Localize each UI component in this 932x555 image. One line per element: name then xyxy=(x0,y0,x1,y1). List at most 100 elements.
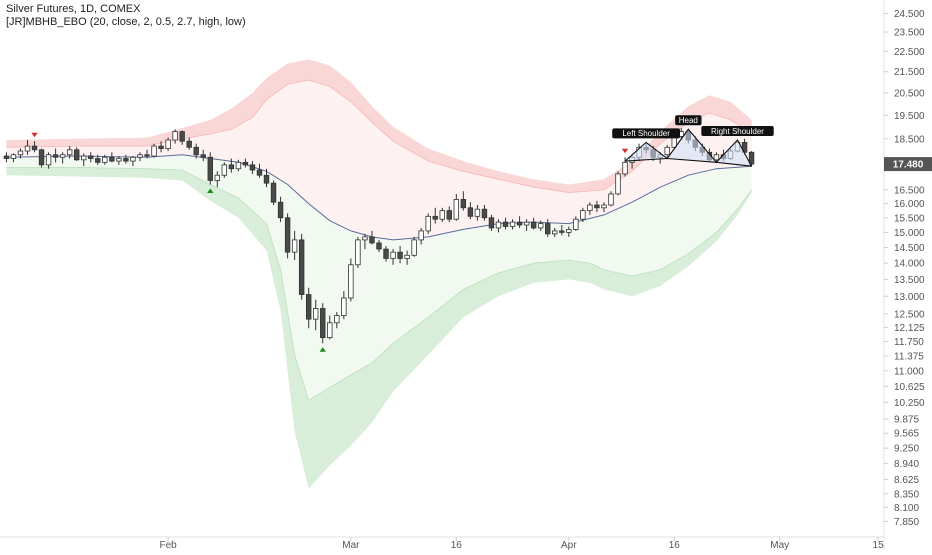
candle-down xyxy=(38,149,45,166)
buy-signal-marker xyxy=(207,188,214,193)
y-tick-label: 15.500 xyxy=(894,213,925,224)
candle-down xyxy=(207,156,213,181)
candle-up xyxy=(327,322,333,338)
pattern-label-bg xyxy=(612,128,681,139)
candle-up xyxy=(509,221,516,227)
candle-down xyxy=(277,201,284,219)
candle-up xyxy=(418,230,424,241)
candle-down xyxy=(88,155,94,159)
candle-up xyxy=(102,156,108,163)
y-tick-label: 12.500 xyxy=(894,309,925,320)
upper-band-inner-line xyxy=(6,79,752,194)
y-tick-label: 16.000 xyxy=(894,199,925,210)
candle-down xyxy=(559,230,565,233)
x-tick-label: 16 xyxy=(669,540,681,550)
y-tick-label: 24.500 xyxy=(894,9,925,20)
candle-up xyxy=(165,139,171,149)
candle-up xyxy=(59,154,66,158)
candle-up xyxy=(235,161,242,170)
candle-up xyxy=(664,146,670,156)
pattern-label: Left Shoulder xyxy=(622,129,670,138)
candle-up xyxy=(291,239,298,253)
candle-up xyxy=(66,149,73,156)
candle-up xyxy=(411,239,417,256)
x-tick-label: Mar xyxy=(342,540,360,550)
candle-down xyxy=(256,169,263,176)
candle-up xyxy=(601,204,607,209)
candle-down xyxy=(488,217,495,229)
candle-up xyxy=(130,156,136,162)
candle-down xyxy=(249,164,256,171)
y-tick-label: 10.625 xyxy=(894,382,925,393)
candle-down xyxy=(193,146,199,156)
y-tick-label: 11.000 xyxy=(894,366,924,377)
x-tick-label: May xyxy=(770,540,789,550)
candle-up xyxy=(453,199,460,220)
candle-down xyxy=(594,204,600,209)
y-tick-label: 9.565 xyxy=(894,429,919,440)
lower-band-inner-zone xyxy=(6,154,752,401)
x-tick-label: Feb xyxy=(159,540,177,550)
candle-down xyxy=(270,182,277,203)
y-tick-label: 13.000 xyxy=(894,292,925,303)
pattern-layer: Left Shoulder Head Right Shoulder xyxy=(612,115,774,167)
candle-up xyxy=(24,145,31,152)
candle-down xyxy=(123,158,129,162)
candle-down xyxy=(284,217,291,253)
pattern-label: Right Shoulder xyxy=(711,127,764,136)
y-axis[interactable]: 24.500 23.500 22.500 21.500 20.500 19.500 18.5… xyxy=(883,0,925,550)
y-tick-label: 23.500 xyxy=(894,28,925,39)
candle-down xyxy=(179,131,185,142)
sell-signal-marker xyxy=(621,148,629,154)
y-tick-label: 9.875 xyxy=(894,414,919,425)
y-tick-label: 8.100 xyxy=(894,503,919,514)
candle-up xyxy=(45,154,52,166)
candle-up xyxy=(151,145,157,157)
last-price-tag: 17.480 xyxy=(884,157,932,172)
y-tick-label: 11.375 xyxy=(894,351,924,362)
candle-down xyxy=(545,223,551,235)
candle-up xyxy=(116,158,122,162)
candle-down xyxy=(432,215,438,220)
y-tick-label: 16.500 xyxy=(894,185,925,196)
candle-down xyxy=(31,145,38,151)
buy-signal-marker xyxy=(319,347,326,352)
candle-up xyxy=(81,155,87,161)
candle-down xyxy=(52,154,59,158)
candle-down xyxy=(263,174,270,184)
y-tick-label: 14.000 xyxy=(894,259,925,270)
candle-up xyxy=(404,254,410,259)
candle-down xyxy=(298,239,305,295)
candle-down xyxy=(74,149,80,161)
candle-down xyxy=(502,221,509,227)
candle-down xyxy=(460,199,467,209)
candle-up xyxy=(172,131,178,141)
y-tick-label: 8.940 xyxy=(894,459,919,470)
candle-up xyxy=(495,221,502,229)
candle-up xyxy=(313,308,319,320)
candle-down xyxy=(305,294,312,320)
symbol-title: Silver Futures, 1D, COMEX xyxy=(6,3,141,15)
candle-down xyxy=(530,221,537,229)
candle-up xyxy=(587,204,593,212)
candle-down xyxy=(320,308,326,338)
pattern-label-bg xyxy=(675,115,702,126)
y-tick-label: 7.850 xyxy=(894,517,919,528)
y-tick-label: 14.500 xyxy=(894,243,925,254)
candle-down xyxy=(228,164,235,170)
y-tick-label: 8.625 xyxy=(894,475,919,486)
candle-up xyxy=(580,210,586,220)
y-tick-label: 13.500 xyxy=(894,275,925,286)
candle-up xyxy=(608,193,614,206)
candle-up xyxy=(573,218,579,230)
candle-up xyxy=(348,264,354,299)
candle-down xyxy=(109,156,115,162)
indicator-title: [JR]MBHB_EBO (20, close, 2, 0.5, 2.7, hi… xyxy=(6,16,246,28)
x-axis[interactable]: FebMar16Apr16May15Jun15Jul xyxy=(0,536,932,551)
candle-down xyxy=(200,154,206,158)
candle-down xyxy=(186,140,192,148)
candle-up xyxy=(474,208,481,217)
y-tick-label: 20.500 xyxy=(894,88,925,99)
